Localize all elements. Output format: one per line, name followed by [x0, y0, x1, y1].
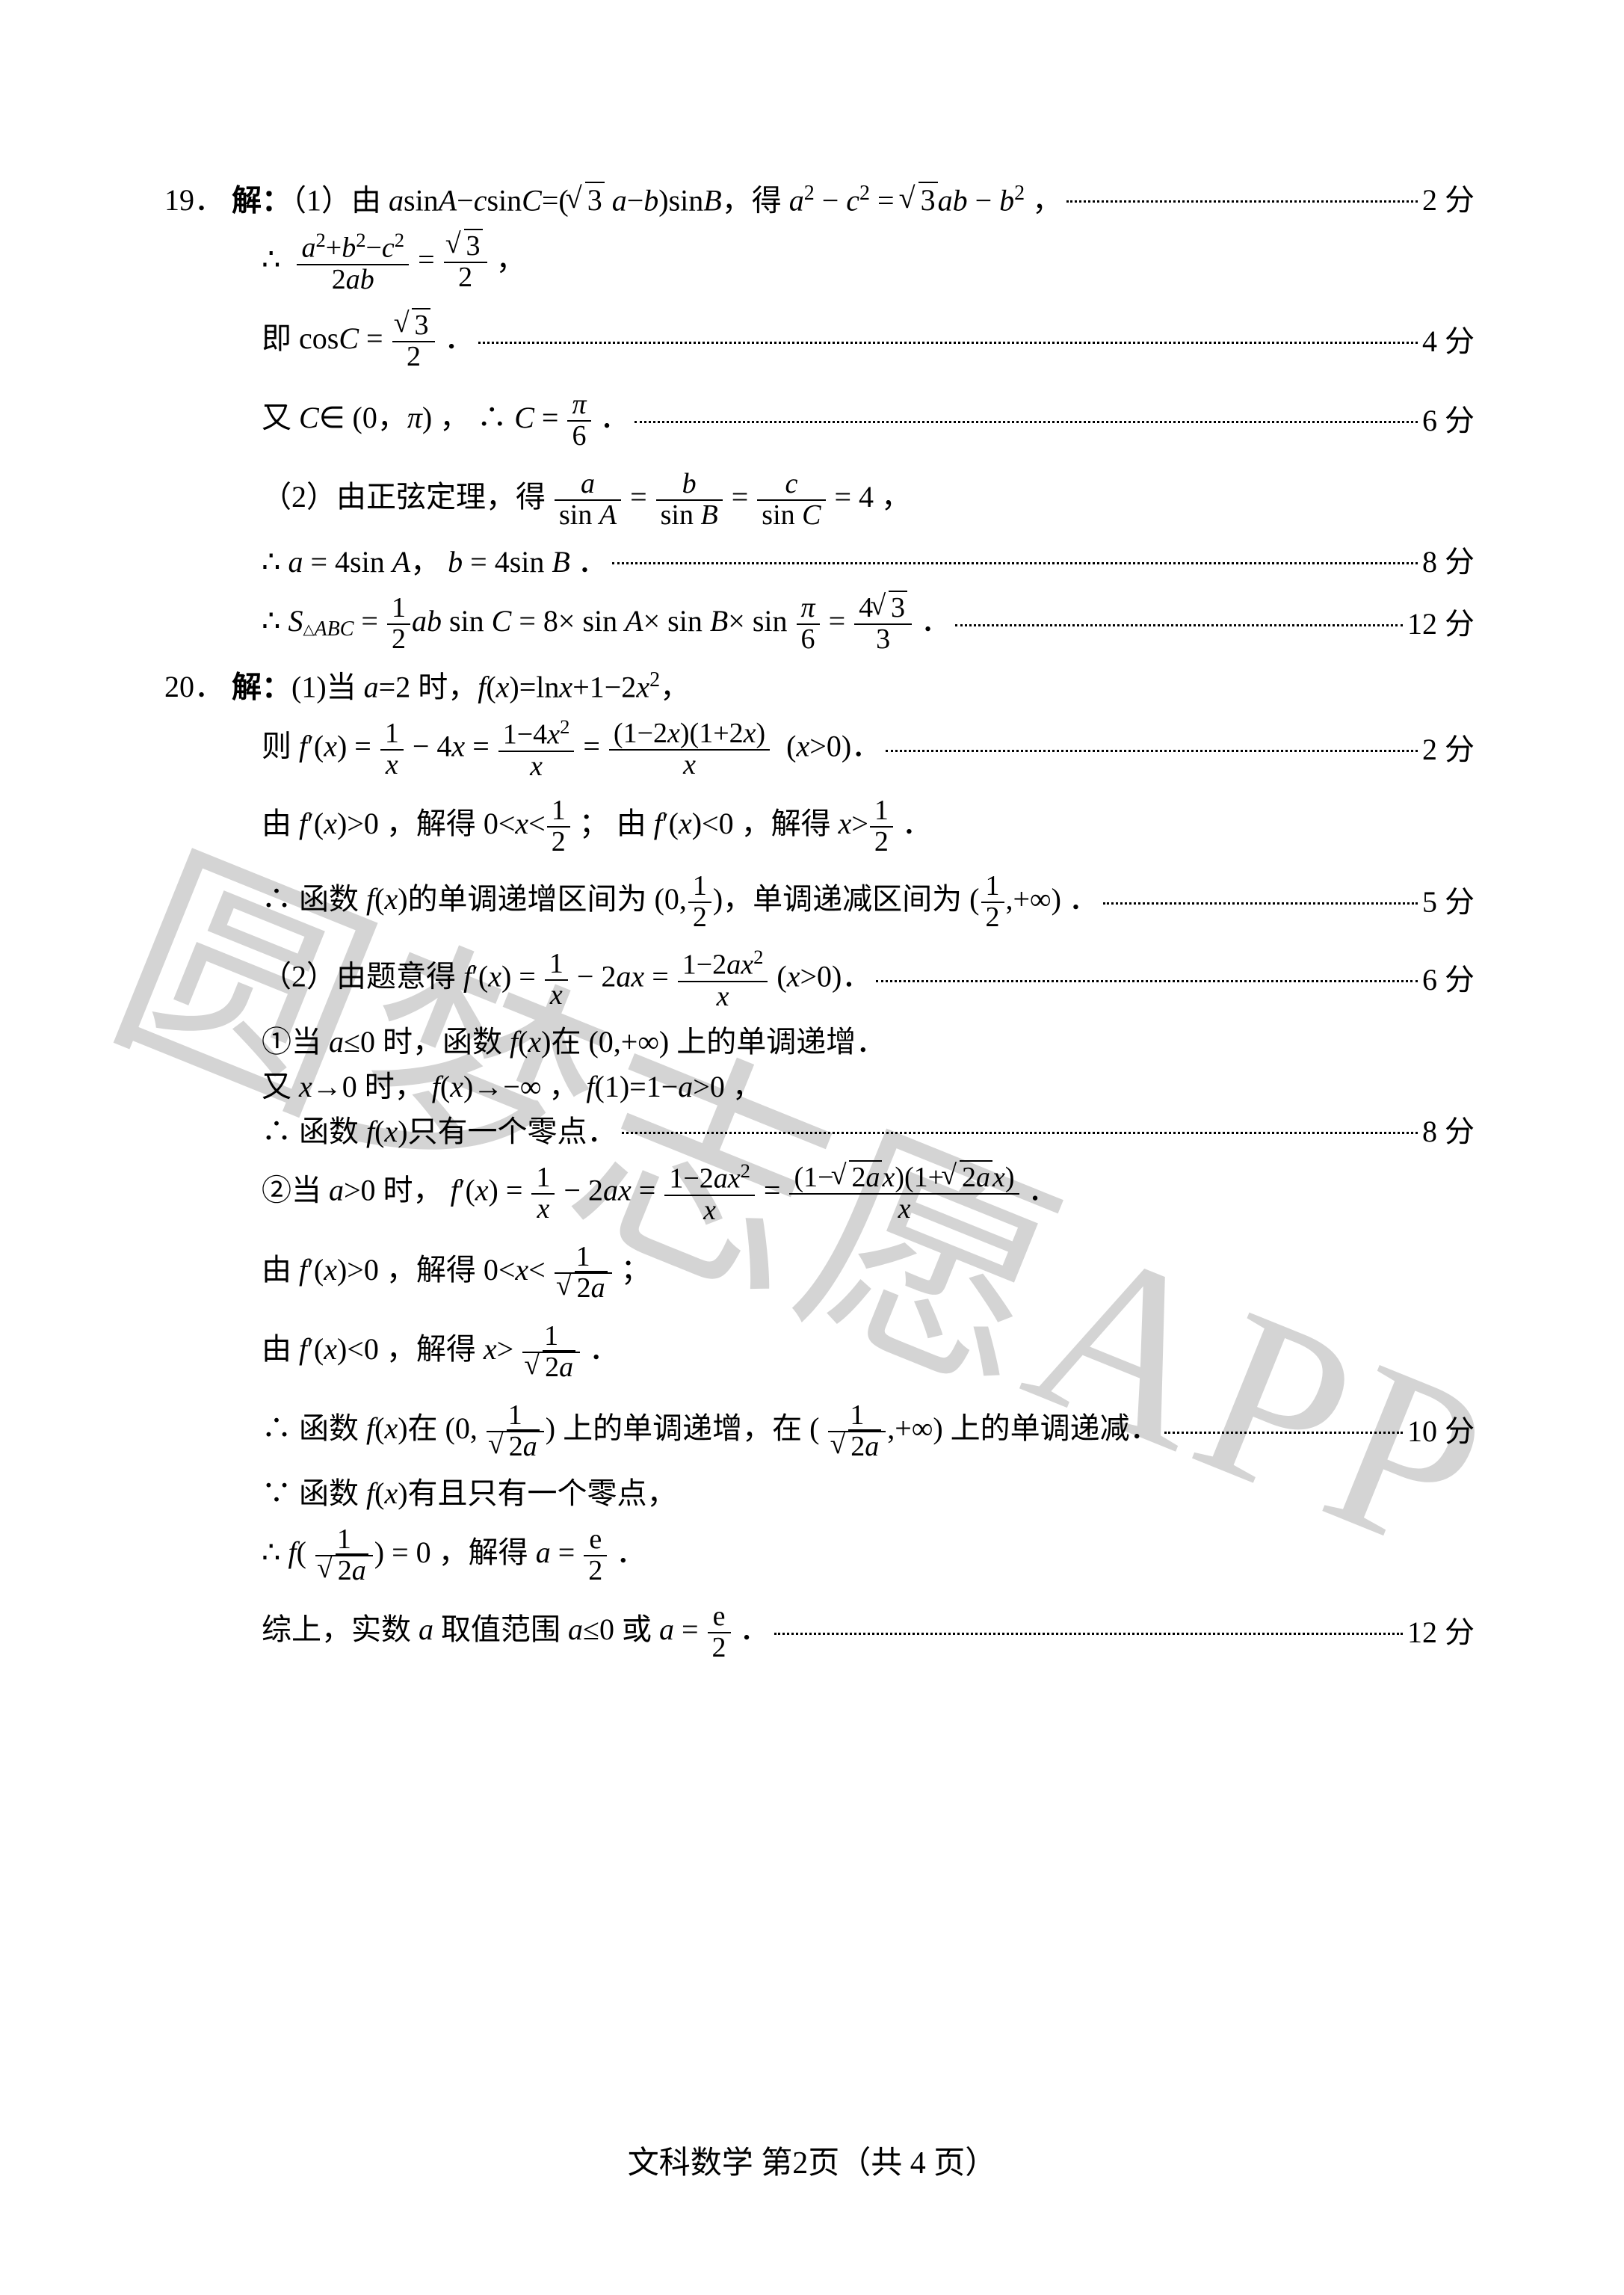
dots — [876, 965, 1418, 995]
p20-line13: ∵ 函数 f(x)有且只有一个零点， — [164, 1473, 1475, 1514]
p20-line7: 又 x→0 时， f(x)→−∞ ， f(1)=1−a>0 ， — [164, 1067, 1475, 1107]
q20-l15-text: 综上，实数 a 取值范围 a≤0 或 a = e2 ． — [262, 1602, 770, 1663]
q20-l11-text: 由 f′(x)<0 ，解得 x> 12a ． — [262, 1322, 619, 1383]
p20-line6: ①当 a≤0 时，函数 f(x)在 (0,+∞) 上的单调递增． — [164, 1022, 1475, 1062]
dots — [1103, 887, 1418, 917]
p20-line3: 由 f′(x)>0 ，解得 0<x<12 ； 由 f′(x)<0 ，解得 x>1… — [164, 792, 1475, 863]
p20-line9: ②当 a>0 时， f′(x) = 1x − 2ax = 1−2ax2x = (… — [164, 1156, 1475, 1231]
p20-line1: 20． 解：(1)当 a=2 时，f(x)=lnx+1−2x2， — [164, 666, 1475, 707]
dots — [774, 1618, 1403, 1648]
q20-l14-text: ∴ f( 12a) = 0 ，解得 a = e2 ． — [262, 1525, 646, 1586]
q19-l5-text: （2）由正弦定理，得 asin A = bsin B = csin C = 4 … — [262, 469, 911, 531]
q20-l1-text: 解：(1)当 a=2 时，f(x)=lnx+1−2x2， — [232, 666, 690, 707]
q20-l3-text: 由 f′(x)>0 ，解得 0<x<12 ； 由 f′(x)<0 ，解得 x>1… — [262, 796, 932, 857]
q19-number: 19． — [164, 180, 232, 221]
q20-l5-text: （2）由题意得 f′(x) = 1x − 2ax = 1−2ax2x (x>0)… — [262, 947, 871, 1011]
dots — [886, 735, 1418, 765]
page-footer: 文科数学 第2页（共 4 页） — [0, 2137, 1624, 2183]
p20-line12: ∴ 函数 f(x)在 (0, 12a) 上的单调递增，在 ( 12a,+∞) 上… — [164, 1394, 1475, 1469]
p19-line1: 19． 解：（1）由 asinA−csinC=(3 a−b)sinB，得 a2 … — [164, 179, 1475, 221]
q19-l6-score: 8 分 — [1422, 542, 1475, 582]
q19-l4-text: 又 C∈ (0，π) ， ∴ C = π6 ． — [262, 390, 630, 452]
p20-line4: ∴ 函数 f(x)的单调递增区间为 (0,12)，单调递减区间为 (12,+∞)… — [164, 867, 1475, 938]
q20-l2-score: 2 分 — [1422, 730, 1475, 770]
q19-l4-score: 6 分 — [1422, 401, 1475, 441]
p20-line14: ∴ f( 12a) = 0 ，解得 a = e2 ． — [164, 1518, 1475, 1593]
q20-l15-score: 12 分 — [1407, 1612, 1475, 1653]
q20-l13-text: ∵ 函数 f(x)有且只有一个零点， — [262, 1473, 677, 1514]
q20-l4-text: ∴ 函数 f(x)的单调递增区间为 (0,12)，单调递减区间为 (12,+∞)… — [262, 872, 1099, 933]
p19-line6: ∴ a = 4sin A， b = 4sin B ． 8 分 — [164, 542, 1475, 582]
dots — [612, 547, 1418, 577]
dots — [478, 327, 1418, 357]
q20-l5-score: 6 分 — [1422, 960, 1475, 1000]
q20-l8-text: ∴ 函数 f(x)只有一个零点． — [262, 1112, 617, 1152]
p19-line5: （2）由正弦定理，得 asin A = bsin B = csin C = 4 … — [164, 463, 1475, 537]
q20-l12-score: 10 分 — [1407, 1411, 1475, 1452]
p19-line2: ∴ a2+b2−c22ab = 32 ， — [164, 225, 1475, 300]
q19-l3-score: 4 分 — [1422, 321, 1475, 362]
p19-line4: 又 C∈ (0，π) ， ∴ C = π6 ． 6 分 — [164, 383, 1475, 458]
q20-l4-score: 5 分 — [1422, 882, 1475, 922]
dots — [622, 1117, 1418, 1147]
q20-l9-text: ②当 a>0 时， f′(x) = 1x − 2ax = 1−2ax2x = (… — [262, 1161, 1058, 1225]
content: 19． 解：（1）由 asinA−csinC=(3 a−b)sinB，得 a2 … — [164, 179, 1475, 1669]
p19-line7: ∴ S△ABC = 12ab sin C = 8× sin A× sin B× … — [164, 587, 1475, 662]
q19-l1-text: 解：（1）由 asinA−csinC=(3 a−b)sinB，得 a2 − c2… — [232, 179, 1062, 221]
p20-line15: 综上，实数 a 取值范围 a≤0 或 a = e2 ． 12 分 — [164, 1598, 1475, 1669]
dots — [1164, 1417, 1403, 1447]
p20-line5: （2）由题意得 f′(x) = 1x − 2ax = 1−2ax2x (x>0)… — [164, 943, 1475, 1017]
q20-l8-score: 8 分 — [1422, 1112, 1475, 1152]
q19-l7-text: ∴ S△ABC = 12ab sin C = 8× sin A× sin B× … — [262, 594, 951, 655]
p20-line2: 则 f′(x) = 1x − 4x = 1−4x2x = (1−2x)(1+2x… — [164, 712, 1475, 787]
q20-l2-text: 则 f′(x) = 1x − 4x = 1−4x2x = (1−2x)(1+2x… — [262, 717, 881, 781]
p20-line10: 由 f′(x)>0 ，解得 0<x< 12a ； — [164, 1236, 1475, 1310]
q20-l7-text: 又 x→0 时， f(x)→−∞ ， f(1)=1−a>0 ， — [262, 1067, 762, 1107]
q20-l6-text: ①当 a≤0 时，函数 f(x)在 (0,+∞) 上的单调递增． — [262, 1022, 886, 1062]
q20-number: 20． — [164, 667, 232, 707]
p20-line8: ∴ 函数 f(x)只有一个零点． 8 分 — [164, 1112, 1475, 1152]
dots — [955, 609, 1403, 639]
q19-l6-text: ∴ a = 4sin A， b = 4sin B ． — [262, 542, 608, 582]
q19-l2-text: ∴ a2+b2−c22ab = 32 ， — [262, 230, 526, 295]
q19-l7-score: 12 分 — [1407, 604, 1475, 644]
q20-l10-text: 由 f′(x)>0 ，解得 0<x< 12a ； — [262, 1242, 651, 1304]
page: 圆梦志愿APP 19． 解：（1）由 asinA−csinC=(3 a−b)si… — [0, 0, 1624, 2295]
q19-l3-text: 即 cosC = 32 ． — [262, 311, 474, 372]
q20-l12-text: ∴ 函数 f(x)在 (0, 12a) 上的单调递增，在 ( 12a,+∞) 上… — [262, 1401, 1160, 1462]
dots — [1066, 185, 1418, 215]
dots — [635, 406, 1418, 436]
q19-l1-score: 2 分 — [1422, 180, 1475, 221]
p19-line3: 即 cosC = 32 ． 4 分 — [164, 304, 1475, 379]
p20-line11: 由 f′(x)<0 ，解得 x> 12a ． — [164, 1315, 1475, 1390]
